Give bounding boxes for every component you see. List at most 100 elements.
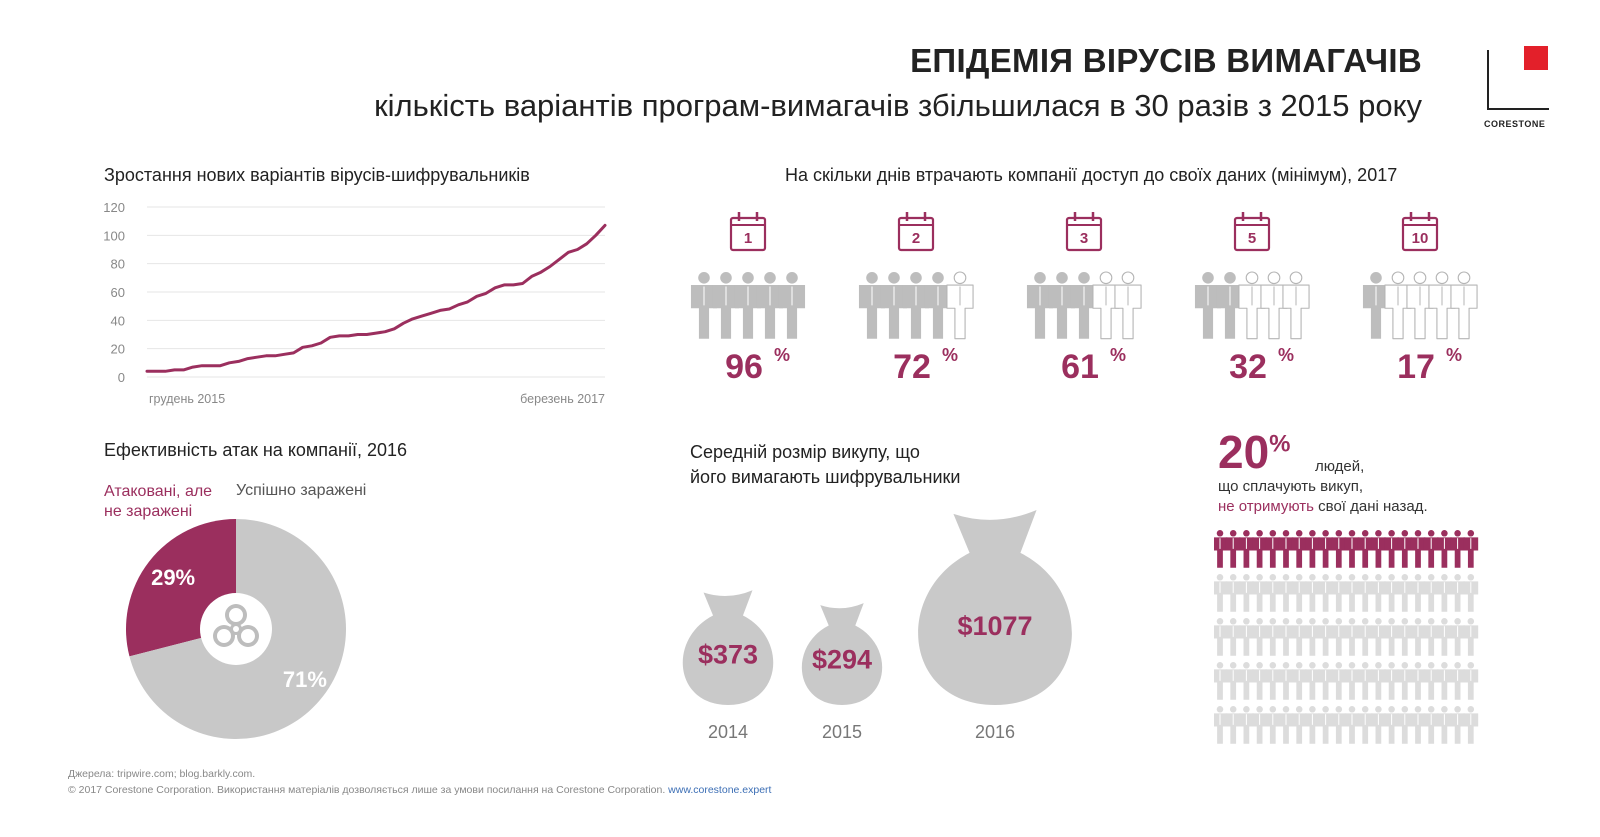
people-stat-line2: що сплачують викуп, (1218, 478, 1364, 495)
person-icon-highlighted (1384, 530, 1399, 568)
person-icon (1252, 662, 1267, 700)
person-icon-highlighted (1410, 530, 1426, 568)
person-icon (1450, 706, 1465, 744)
ransom-year-label: 2014 (708, 722, 748, 742)
person-icon (1397, 618, 1413, 656)
line-chart-y-tick: 80 (111, 257, 125, 272)
person-icon (1252, 574, 1267, 612)
person-icon (1384, 574, 1399, 612)
person-icon (880, 272, 908, 339)
person-icon (1239, 574, 1254, 612)
money-bag-2016: $1077 (918, 510, 1072, 705)
person-icon (1278, 706, 1294, 744)
person-icon (1265, 706, 1281, 744)
line-chart-y-tick: 20 (111, 342, 125, 357)
days-chart-title: На скільки днів втрачають компанії досту… (785, 165, 1398, 185)
person-icon (1437, 706, 1452, 744)
person-icon (1305, 662, 1320, 700)
calendar-icon: 10 (1401, 212, 1439, 252)
pie-legend-attacked-line1: Атаковані, але (104, 483, 213, 500)
person-icon (1410, 706, 1426, 744)
days-group-5: 5 32% (1194, 212, 1310, 386)
ransom-value-label: $373 (698, 640, 758, 670)
pie-label-infected: 71% (283, 667, 327, 692)
people-stat-line3-accent: не отримують (1218, 498, 1314, 515)
days-group-1: 1 96% (690, 212, 806, 386)
days-category-label: 10 (1412, 230, 1429, 247)
person-icon (1384, 662, 1399, 700)
person-icon (1114, 271, 1142, 340)
person-icon (1194, 272, 1222, 339)
money-bag-2014: $373 (682, 590, 774, 705)
person-icon (1225, 618, 1241, 656)
person-icon-highlighted (1423, 530, 1439, 568)
line-chart-y-tick: 40 (111, 313, 125, 328)
days-value-unit: % (774, 345, 790, 365)
person-icon (1305, 574, 1320, 612)
pie-chart-title: Ефективність атак на компанії, 2016 (104, 440, 408, 460)
person-icon (1318, 574, 1333, 612)
line-chart: 120 100 80 60 40 20 0 грудень 2015 березень 20… (103, 200, 607, 406)
person-icon-highlighted (1463, 530, 1479, 568)
page-subtitle: кількість варіантів програм-вимагачів зб… (374, 88, 1422, 123)
person-icon-highlighted (1305, 530, 1320, 568)
days-chart: 1 96 % 2 72 % 3 61 % 5 32 % 10 17% (690, 212, 1478, 386)
ransom-year-label: 2015 (822, 722, 862, 742)
person-icon (1371, 618, 1386, 656)
person-icon (1252, 618, 1267, 656)
line-chart-x-start: грудень 2015 (149, 392, 225, 406)
calendar-icon: 5 (1233, 212, 1271, 252)
pie-legend-attacked-line2: не заражені (104, 503, 193, 520)
person-icon (1410, 662, 1426, 700)
calendar-icon: 2 (897, 212, 935, 252)
ransom-title-line2: його вимагають шифрувальники (690, 467, 961, 487)
person-icon (1410, 618, 1426, 656)
person-icon-highlighted (1357, 530, 1373, 568)
person-icon (1048, 272, 1076, 339)
person-icon (946, 271, 974, 340)
person-icon (1238, 271, 1266, 340)
person-icon (1463, 574, 1479, 612)
person-icon (1225, 574, 1241, 612)
person-icon (1239, 618, 1254, 656)
people-stat-percent: 20% (1218, 425, 1291, 479)
person-icon (1265, 574, 1281, 612)
person-icon (1397, 706, 1413, 744)
ransom-chart-title: Середній розмір викупу, що його вимагают… (690, 440, 960, 490)
person-icon (1362, 272, 1390, 339)
person-icon (924, 272, 952, 339)
person-icon (1423, 662, 1439, 700)
footer-copyright: © 2017 Corestone Corporation. Використан… (68, 784, 771, 796)
ransom-title-line1: Середній розмір викупу, що (690, 442, 920, 462)
person-icon (690, 272, 718, 339)
person-icon-highlighted (1225, 530, 1241, 568)
person-icon (1239, 706, 1254, 744)
person-icon (1384, 706, 1399, 744)
people-stat-line3-rest: свої дані назад. (1313, 498, 1428, 515)
person-icon (1437, 618, 1452, 656)
corestone-logo-frame (1487, 50, 1549, 110)
person-icon (1278, 618, 1294, 656)
calendar-icon: 1 (729, 212, 767, 252)
biohazard-icon (213, 604, 259, 647)
days-group-3: 3 61% (1026, 212, 1142, 386)
person-icon (1384, 618, 1399, 656)
person-icon (756, 272, 784, 339)
person-icon (858, 272, 886, 339)
person-icon (1026, 272, 1054, 339)
person-icon (1357, 662, 1373, 700)
line-chart-y-tick: 100 (103, 228, 125, 243)
person-icon (1331, 618, 1347, 656)
person-icon (1463, 706, 1479, 744)
person-icon (1305, 706, 1320, 744)
calendar-icon: 3 (1065, 212, 1103, 252)
days-category-label: 3 (1080, 230, 1088, 247)
person-icon (1423, 618, 1439, 656)
person-icon-highlighted (1344, 530, 1360, 568)
footer-link[interactable]: www.corestone.expert (668, 784, 772, 796)
person-icon (1450, 271, 1478, 340)
person-icon-highlighted (1214, 530, 1228, 568)
person-icon (1214, 662, 1228, 700)
person-icon (1344, 574, 1360, 612)
line-chart-y-tick: 60 (111, 285, 125, 300)
